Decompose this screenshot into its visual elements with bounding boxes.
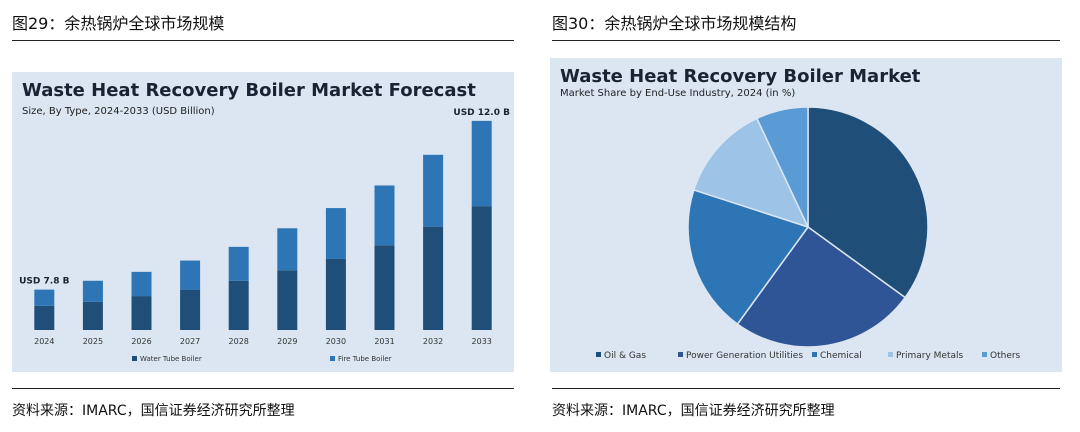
bar-fire-tube-2024 <box>34 289 55 306</box>
legend-swatch <box>678 352 683 357</box>
bar-water-tube-2031 <box>374 245 395 330</box>
bar-fire-tube-2030 <box>325 208 346 259</box>
legend-swatch <box>982 352 987 357</box>
legend-label: Primary Metals <box>896 351 963 361</box>
pie-slice-primary-metals <box>692 117 810 229</box>
legend-swatch <box>132 356 137 361</box>
x-tick-label: 2030 <box>326 337 346 346</box>
x-tick-label: 2029 <box>277 337 297 346</box>
bar-fire-tube-2033 <box>471 120 492 207</box>
pie-chart-box: Waste Heat Recovery Boiler Market Market… <box>550 58 1062 372</box>
bar-fire-tube-2028 <box>228 246 249 281</box>
bar-water-tube-2027 <box>180 289 201 330</box>
bar-water-tube-2032 <box>423 226 444 330</box>
bar-water-tube-2030 <box>325 258 346 330</box>
bar-water-tube-2028 <box>228 280 249 330</box>
bar-water-tube-2024 <box>34 305 55 330</box>
bar-chart-box: Waste Heat Recovery Boiler Market Foreca… <box>12 72 514 372</box>
x-tick-label: 2031 <box>374 337 394 346</box>
bar-chart-subtitle: Size, By Type, 2024-2033 (USD Billion) <box>22 106 215 117</box>
pie-legend: Oil & Gas Power Generation Utilities Chemi… <box>596 351 1021 361</box>
bar-water-tube-2025 <box>82 301 103 330</box>
pie-slice-chemical <box>687 188 810 326</box>
x-tick-label: 2026 <box>131 337 151 346</box>
figure-title-right: 图30：余热锅炉全球市场规模结构 <box>552 14 797 33</box>
legend-label: Oil & Gas <box>604 351 646 361</box>
bar-fire-tube-2025 <box>82 280 103 302</box>
pie-chart: Oil & Gas Power Generation Utilities Chemi… <box>596 106 1021 361</box>
bar-water-tube-2029 <box>277 270 298 330</box>
bar-fire-tube-2027 <box>180 260 201 290</box>
bar-total-annotation: USD 12.0 B <box>453 108 510 118</box>
legend-label: Others <box>990 351 1021 361</box>
legend-swatch <box>596 352 601 357</box>
bar-legend: Water Tube Boiler Fire Tube Boiler <box>132 355 392 363</box>
pie-slice-power-generation-utilities <box>736 225 907 348</box>
legend-label: Fire Tube Boiler <box>338 355 392 363</box>
figure-title-left: 图29：余热锅炉全球市场规模 <box>12 14 225 33</box>
legend-label: Chemical <box>820 351 862 361</box>
legend-label: Water Tube Boiler <box>140 355 202 363</box>
legend-swatch <box>888 352 893 357</box>
title-rule-right <box>552 40 1060 41</box>
bar-total-annotation: USD 7.8 B <box>19 277 69 287</box>
bar-fire-tube-2029 <box>277 228 298 271</box>
bar-fire-tube-2031 <box>374 185 395 246</box>
bar-fire-tube-2026 <box>131 271 152 297</box>
title-rule-left <box>12 40 514 41</box>
legend-swatch <box>812 352 817 357</box>
source-right: 资料来源：IMARC，国信证券经济研究所整理 <box>552 403 835 419</box>
source-rule-right <box>552 388 1060 389</box>
x-tick-label: 2033 <box>472 337 492 346</box>
pie-chart-subtitle: Market Share by End-Use Industry, 2024 (… <box>560 88 796 99</box>
x-tick-label: 2025 <box>83 337 103 346</box>
bar-chart: 2024 USD 7.8 B 2025 2026 2027 2028 2029 2030 203… <box>19 108 510 363</box>
x-tick-label: 2032 <box>423 337 443 346</box>
x-tick-label: 2024 <box>34 337 54 346</box>
left-panel: 图29：余热锅炉全球市场规模 Waste Heat Recovery Boile… <box>0 0 528 432</box>
bar-chart-title: Waste Heat Recovery Boiler Market Foreca… <box>22 80 476 101</box>
source-left: 资料来源：IMARC，国信证券经济研究所整理 <box>12 403 295 419</box>
legend-label: Power Generation Utilities <box>686 351 803 361</box>
pie-chart-title: Waste Heat Recovery Boiler Market <box>560 66 921 87</box>
pie-slice-oil-gas <box>807 106 929 299</box>
bar-water-tube-2033 <box>471 206 492 330</box>
pie-slice-others <box>755 106 809 228</box>
x-tick-label: 2027 <box>180 337 200 346</box>
legend-swatch <box>330 356 335 361</box>
source-rule-left <box>12 388 514 389</box>
bar-water-tube-2026 <box>131 296 152 330</box>
right-panel: 图30：余热锅炉全球市场规模结构 Waste Heat Recovery Boi… <box>540 0 1080 432</box>
bar-fire-tube-2032 <box>423 154 444 227</box>
x-tick-label: 2028 <box>229 337 249 346</box>
